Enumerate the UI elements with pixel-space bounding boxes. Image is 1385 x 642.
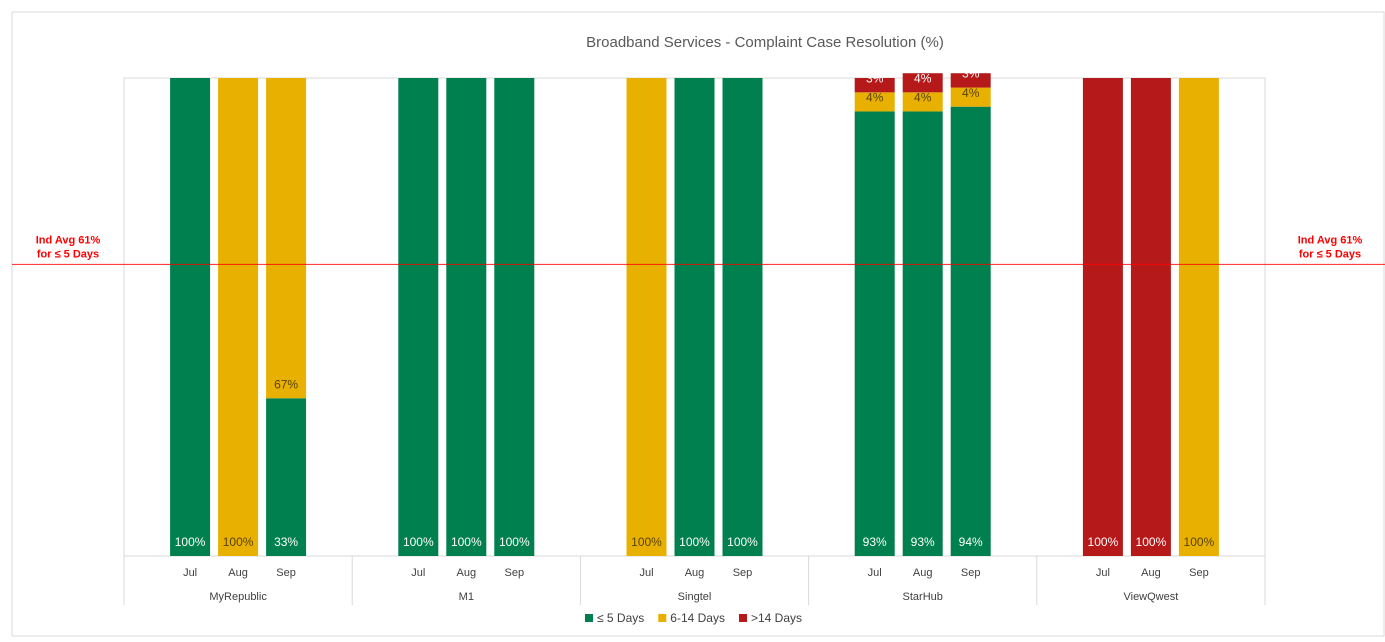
- group-label: ViewQwest: [1123, 591, 1178, 603]
- x-tick-label: Aug: [913, 567, 933, 579]
- bar-segment: [902, 73, 943, 93]
- reference-label: Ind Avg 61%: [1298, 234, 1363, 246]
- data-label: 3%: [962, 67, 980, 81]
- legend-label: ≤ 5 Days: [597, 611, 644, 625]
- x-tick-label: Aug: [1141, 567, 1161, 579]
- bar-segment: [266, 78, 307, 399]
- bar-segment: [902, 92, 943, 112]
- data-label: 100%: [679, 535, 710, 549]
- reference-label: Ind Avg 61%: [36, 234, 101, 246]
- bar-segment: [170, 78, 211, 556]
- x-tick-label: Jul: [183, 567, 197, 579]
- data-label: 67%: [274, 377, 298, 391]
- legend-swatch: [658, 614, 667, 622]
- data-label: 100%: [1184, 535, 1215, 549]
- data-label: 100%: [223, 535, 254, 549]
- data-label: 4%: [866, 91, 884, 105]
- x-tick-label: Sep: [961, 567, 981, 579]
- bar-segment: [1178, 78, 1219, 556]
- bar-segment: [854, 92, 895, 112]
- x-tick-label: Jul: [639, 567, 653, 579]
- x-tick-label: Sep: [505, 567, 525, 579]
- x-tick-label: Aug: [457, 567, 477, 579]
- bar-segment: [266, 398, 307, 556]
- data-label: 100%: [403, 535, 434, 549]
- bar-segment: [494, 78, 535, 556]
- data-label: 94%: [959, 535, 983, 549]
- data-label: 100%: [1088, 535, 1119, 549]
- reference-label: for ≤ 5 Days: [1299, 248, 1361, 260]
- bar-segment: [950, 106, 991, 557]
- x-tick-label: Sep: [1189, 567, 1209, 579]
- legend-label: 6-14 Days: [670, 611, 725, 625]
- x-tick-label: Sep: [733, 567, 753, 579]
- x-tick-label: Jul: [1096, 567, 1110, 579]
- x-tick-label: Aug: [228, 567, 248, 579]
- bar-segment: [1082, 78, 1123, 556]
- bar-segment: [902, 111, 943, 557]
- data-label: 100%: [451, 535, 482, 549]
- bar-segment: [626, 78, 667, 556]
- legend-label: >14 Days: [751, 611, 802, 625]
- bar-segment: [854, 78, 895, 93]
- data-label: 100%: [1136, 535, 1167, 549]
- data-label: 4%: [914, 91, 932, 105]
- group-label: M1: [459, 591, 474, 603]
- bar-segment: [674, 78, 715, 556]
- data-label: 100%: [631, 535, 662, 549]
- bar-segment: [722, 78, 763, 556]
- bar-segment: [854, 111, 895, 557]
- legend-swatch: [738, 614, 747, 622]
- chart-border: [11, 11, 1385, 637]
- data-label: 3%: [866, 72, 884, 86]
- x-tick-label: Jul: [868, 567, 882, 579]
- group-label: Singtel: [678, 591, 712, 603]
- data-label: 4%: [914, 72, 932, 86]
- chart-title: Broadband Services - Complaint Case Reso…: [586, 34, 944, 51]
- x-tick-label: Jul: [411, 567, 425, 579]
- bar-segment: [218, 78, 259, 556]
- data-label: 100%: [727, 535, 758, 549]
- bar-segment: [1130, 78, 1171, 556]
- group-label: StarHub: [903, 591, 943, 603]
- bar-segment: [950, 87, 991, 107]
- data-label: 4%: [962, 86, 980, 100]
- data-label: 100%: [175, 535, 206, 549]
- bar-segment: [446, 78, 487, 556]
- reference-label: for ≤ 5 Days: [37, 248, 99, 260]
- group-label: MyRepublic: [209, 591, 267, 603]
- bar-segment: [950, 73, 991, 88]
- x-tick-label: Sep: [276, 567, 296, 579]
- data-label: 93%: [863, 535, 887, 549]
- legend-swatch: [585, 614, 593, 622]
- data-label: 93%: [911, 535, 935, 549]
- data-label: 33%: [274, 535, 298, 549]
- data-label: 100%: [499, 535, 530, 549]
- bar-segment: [398, 78, 439, 556]
- x-tick-label: Aug: [685, 567, 705, 579]
